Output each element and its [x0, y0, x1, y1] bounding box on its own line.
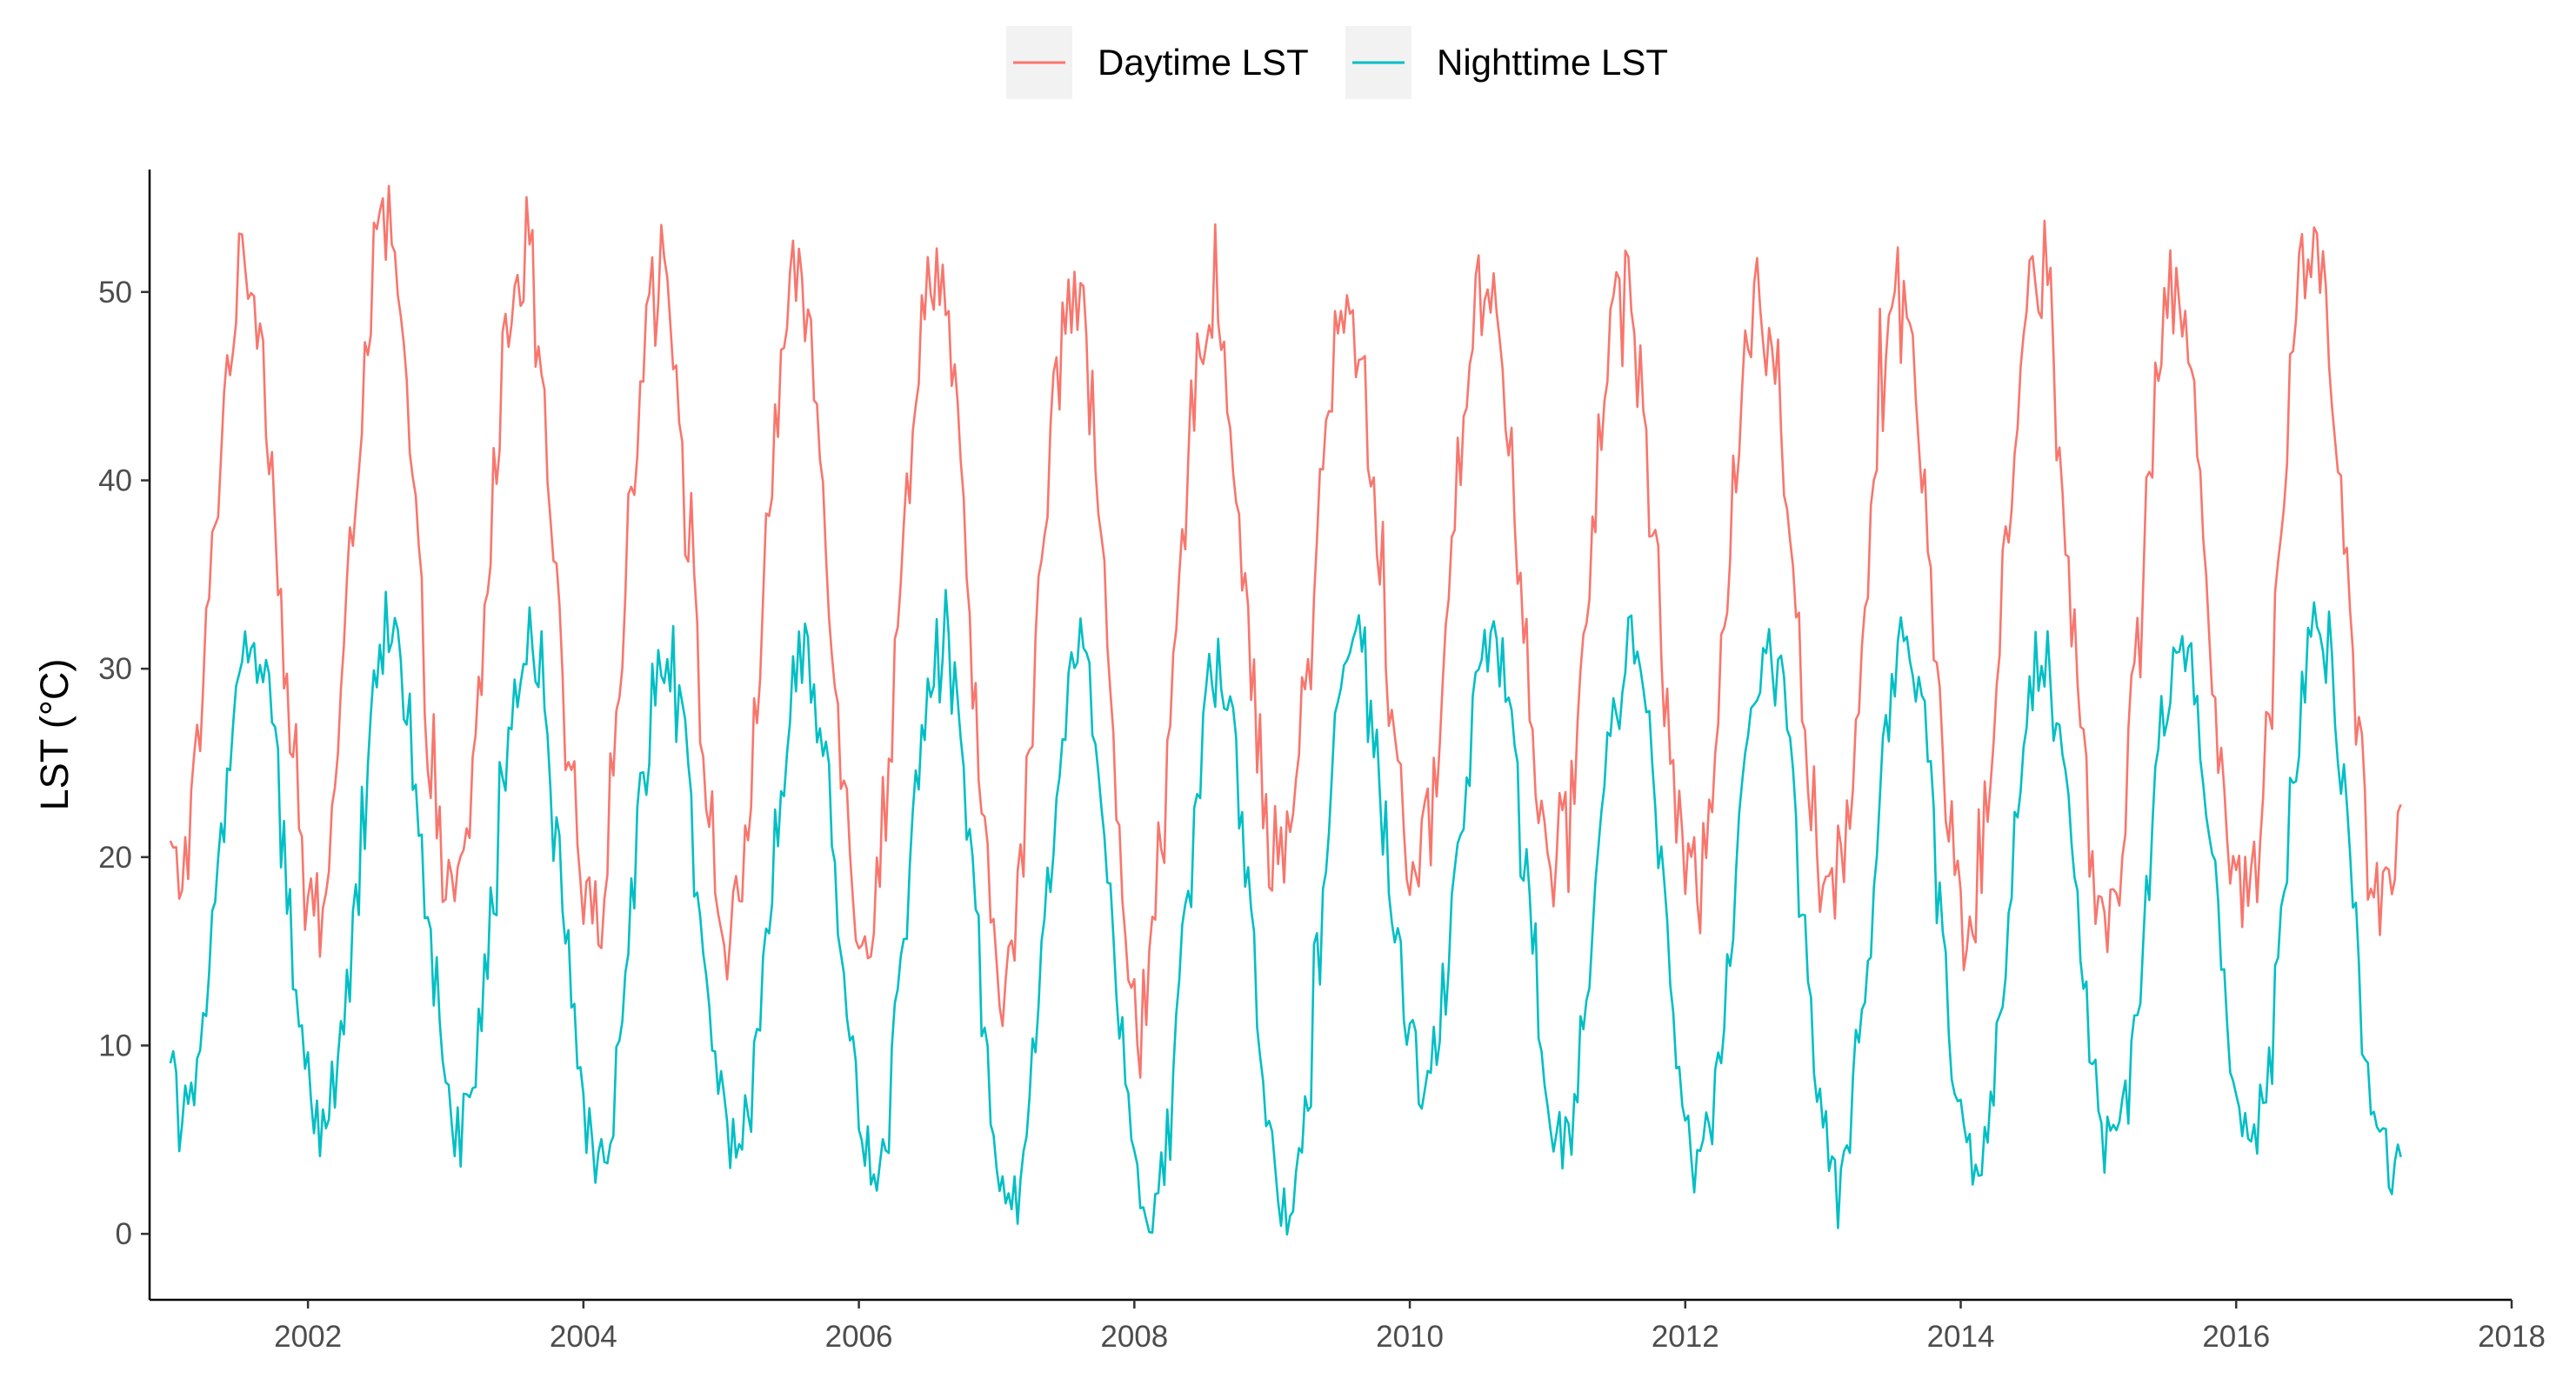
x-tick-label: 2012 — [1652, 1320, 1719, 1354]
x-tick-label: 2002 — [274, 1320, 342, 1354]
y-axis-ticks: 0 10 20 30 40 50 — [98, 276, 150, 1251]
x-tick-label: 2014 — [1927, 1320, 1995, 1354]
y-tick-label: 50 — [98, 276, 132, 310]
series-layer — [169, 184, 2402, 1236]
series-line-daytime-lst — [169, 184, 2402, 1079]
series-line-nighttime-lst — [169, 589, 2402, 1236]
x-tick-label: 2006 — [825, 1320, 893, 1354]
y-tick-label: 30 — [98, 652, 132, 686]
x-tick-label: 2010 — [1376, 1320, 1444, 1354]
legend-label-nighttime: Nighttime LST — [1437, 42, 1668, 83]
x-axis-ticks: 2002 2004 2006 2008 2010 2012 2014 2016 2018 — [274, 1300, 2546, 1354]
legend-label-daytime: Daytime LST — [1098, 42, 1309, 83]
x-tick-label: 2018 — [2478, 1320, 2546, 1354]
x-tick-label: 2004 — [550, 1320, 617, 1354]
y-tick-label: 10 — [98, 1029, 132, 1063]
legend: Daytime LST Nighttime LST — [1006, 26, 1668, 99]
y-tick-label: 40 — [98, 464, 132, 498]
x-tick-label: 2008 — [1100, 1320, 1168, 1354]
y-axis-title: LST (°C) — [32, 659, 77, 811]
y-tick-label: 20 — [98, 841, 132, 875]
y-tick-label: 0 — [116, 1217, 132, 1251]
x-tick-label: 2016 — [2202, 1320, 2270, 1354]
